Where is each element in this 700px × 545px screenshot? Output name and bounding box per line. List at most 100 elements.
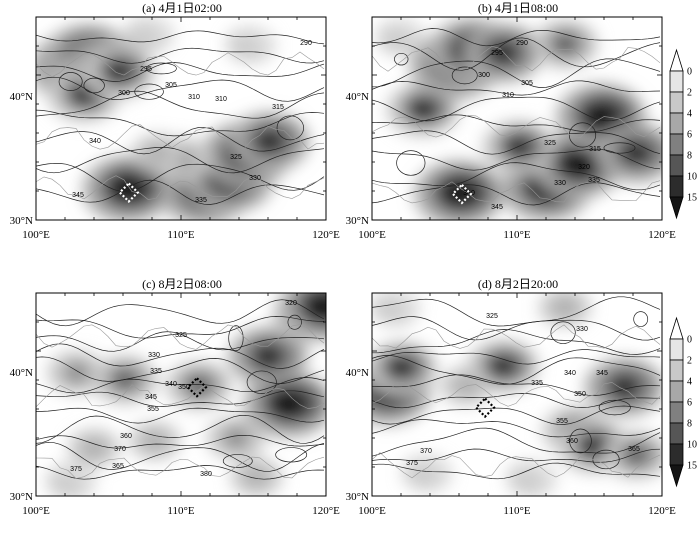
panel-c-xtick-0: 100°E bbox=[22, 505, 50, 517]
panel-c-isentrope-2 bbox=[36, 331, 325, 352]
panel-a-marker bbox=[118, 181, 140, 204]
panel-c-closed-contour-4 bbox=[275, 447, 308, 463]
colorbar-top-label-6: 6 bbox=[687, 130, 692, 141]
panel-b-shade-core-10 bbox=[551, 33, 579, 56]
panel-c-shade-core-10 bbox=[60, 473, 81, 490]
panel-b-contours bbox=[372, 28, 661, 206]
panel-b-isentrope-8 bbox=[372, 162, 661, 191]
colorbar-top-seg-5 bbox=[669, 154, 684, 177]
panel-a-contours bbox=[36, 30, 325, 205]
panel-c-contour-label-2: 330 bbox=[148, 352, 160, 359]
panel-a-isentrope-8 bbox=[36, 162, 325, 192]
panel-d-boundary-0 bbox=[372, 324, 661, 349]
colorbar-top-seg-3 bbox=[669, 112, 684, 135]
panel-c-shade-core-1 bbox=[269, 389, 308, 420]
panel-c-isentrope-3 bbox=[36, 343, 325, 369]
panel-b: (b) 4月1日08:00 290 295 300 305 310 315 320 325 33… bbox=[346, 1, 676, 241]
panel-c-shade-core-8 bbox=[83, 439, 105, 457]
panel-b-shade-core-7 bbox=[582, 101, 620, 133]
panel-d-isentrope-5 bbox=[372, 374, 661, 396]
panel-c-contour-label-4: 340 bbox=[165, 381, 177, 388]
panel-b-isentrope-0 bbox=[372, 28, 661, 47]
panel-a-isentrope-3 bbox=[36, 76, 325, 102]
colorbar-bottom-arrow-top bbox=[669, 316, 684, 340]
colorbar-top-label-8: 8 bbox=[687, 151, 692, 162]
panel-c-ticks bbox=[35, 292, 327, 497]
panel-c-boundary-2 bbox=[36, 456, 325, 479]
colorbar-top-label-4: 4 bbox=[687, 109, 692, 120]
panel-a-isentrope-6 bbox=[36, 126, 325, 155]
panel-b-closed-contour-3 bbox=[568, 122, 597, 148]
panel-b-contour-label-10: 340 bbox=[463, 190, 475, 197]
panel-b-closed-contour-2 bbox=[603, 142, 636, 154]
panel-c-shade-core-3 bbox=[304, 293, 326, 323]
panel-a-closed-contour-4 bbox=[145, 62, 177, 75]
colorbar-top: 0 2 4 6 8 10 15 bbox=[669, 48, 697, 220]
panel-a-contour-label-10: 340 bbox=[89, 138, 101, 145]
panel-c-contour-label-5: 345 bbox=[145, 394, 157, 401]
panel-a-contour-label-5: 310 bbox=[215, 96, 227, 103]
panel-a-shade-core-11 bbox=[146, 144, 169, 163]
panel-c-shade-core-11 bbox=[245, 468, 268, 486]
panel-d-isentrope-3 bbox=[372, 349, 661, 365]
panel-d-isentrope-7 bbox=[372, 405, 661, 425]
panel-d-shade-core-3 bbox=[607, 373, 641, 401]
panel-b-xtick-2: 120°E bbox=[648, 229, 676, 241]
panel-c-marker bbox=[186, 376, 208, 398]
panel-a-title: (a) 4月1日02:00 bbox=[142, 1, 222, 15]
panel-b-contour-label-0: 290 bbox=[516, 40, 528, 47]
panel-c-contour-label-9: 365 bbox=[112, 463, 124, 470]
panel-a-xtick-2: 120°E bbox=[312, 229, 340, 241]
panel-d-closed-contour-3 bbox=[633, 311, 649, 327]
panel-a-contour-label-8: 330 bbox=[249, 175, 261, 182]
panel-a-closed-contour-0 bbox=[134, 83, 164, 100]
panel-d-contour-label-1: 330 bbox=[576, 326, 588, 333]
panel-b-shade-core-8 bbox=[619, 139, 653, 167]
panel-d-shade-core-7 bbox=[553, 298, 576, 317]
panel-d-contour-label-9: 370 bbox=[420, 448, 432, 455]
panel-b-contour-label-6: 320 bbox=[578, 164, 590, 171]
panel-c-contour-label-10: 370 bbox=[114, 446, 126, 453]
panel-a: (a) 4月1日02:00 290 295 300 305 310 310 315 325 33… bbox=[10, 1, 340, 241]
panel-c-isentrope-8 bbox=[36, 414, 325, 444]
colorbar-top-label-2: 2 bbox=[687, 88, 692, 99]
panel-d-isentrope-4 bbox=[372, 355, 661, 385]
panel-a-xtick-1: 110°E bbox=[167, 229, 194, 241]
panel-b-ticks bbox=[371, 16, 663, 221]
colorbar-bottom-seg-6 bbox=[669, 443, 684, 466]
panel-b-contour-labels: 290 295 300 305 310 315 320 325 330 335 340 345 bbox=[463, 40, 601, 211]
panel-a-closed-contour-3 bbox=[58, 72, 83, 91]
colorbar-bottom-label-2: 2 bbox=[687, 356, 692, 367]
panel-b-ytick-1: 40°N bbox=[346, 91, 369, 103]
panel-d-boundary-1 bbox=[372, 382, 661, 407]
panel-d-contour-label-7: 360 bbox=[566, 438, 578, 445]
panel-a-isentrope-0 bbox=[36, 30, 325, 45]
panel-d-ticks bbox=[371, 292, 663, 497]
panel-d-closed-contour-1 bbox=[550, 321, 576, 344]
colorbar-top-label-0: 0 bbox=[687, 67, 692, 78]
panel-a-contour-label-3: 305 bbox=[165, 82, 177, 89]
panel-d-isentrope-0 bbox=[372, 296, 661, 327]
panel-c-shade-core-7 bbox=[223, 427, 249, 449]
panel-d-contour-label-10: 375 bbox=[406, 460, 418, 467]
panel-c-contour-label-11: 375 bbox=[70, 466, 82, 473]
panel-a-contour-label-0: 290 bbox=[300, 40, 312, 47]
panel-d-contour-label-2: 335 bbox=[531, 380, 543, 387]
panel-c-shade-core-6 bbox=[64, 362, 89, 383]
panel-b-contour-label-9: 335 bbox=[588, 177, 600, 184]
panel-b-closed-contour-0 bbox=[451, 66, 478, 85]
panel-a-contour-label-7: 325 bbox=[230, 154, 242, 161]
panel-a-contour-label-4: 310 bbox=[188, 94, 200, 101]
panel-b-title: (b) 4月1日08:00 bbox=[478, 1, 558, 15]
panel-d-contour-label-4: 345 bbox=[596, 370, 608, 377]
panel-b-isentrope-5 bbox=[372, 114, 661, 133]
panel-d-boundary-2 bbox=[372, 452, 661, 479]
panel-c-contour-label-8: 360 bbox=[120, 433, 132, 440]
panel-d-shade-core-11 bbox=[521, 470, 542, 487]
panel-a-contour-label-6: 315 bbox=[272, 104, 284, 111]
panel-d-isentrope-6 bbox=[372, 393, 660, 409]
panel-a-shade-core-4 bbox=[103, 59, 134, 85]
panel-b-shading bbox=[372, 17, 662, 220]
colorbar-bottom-seg-4 bbox=[669, 401, 684, 424]
